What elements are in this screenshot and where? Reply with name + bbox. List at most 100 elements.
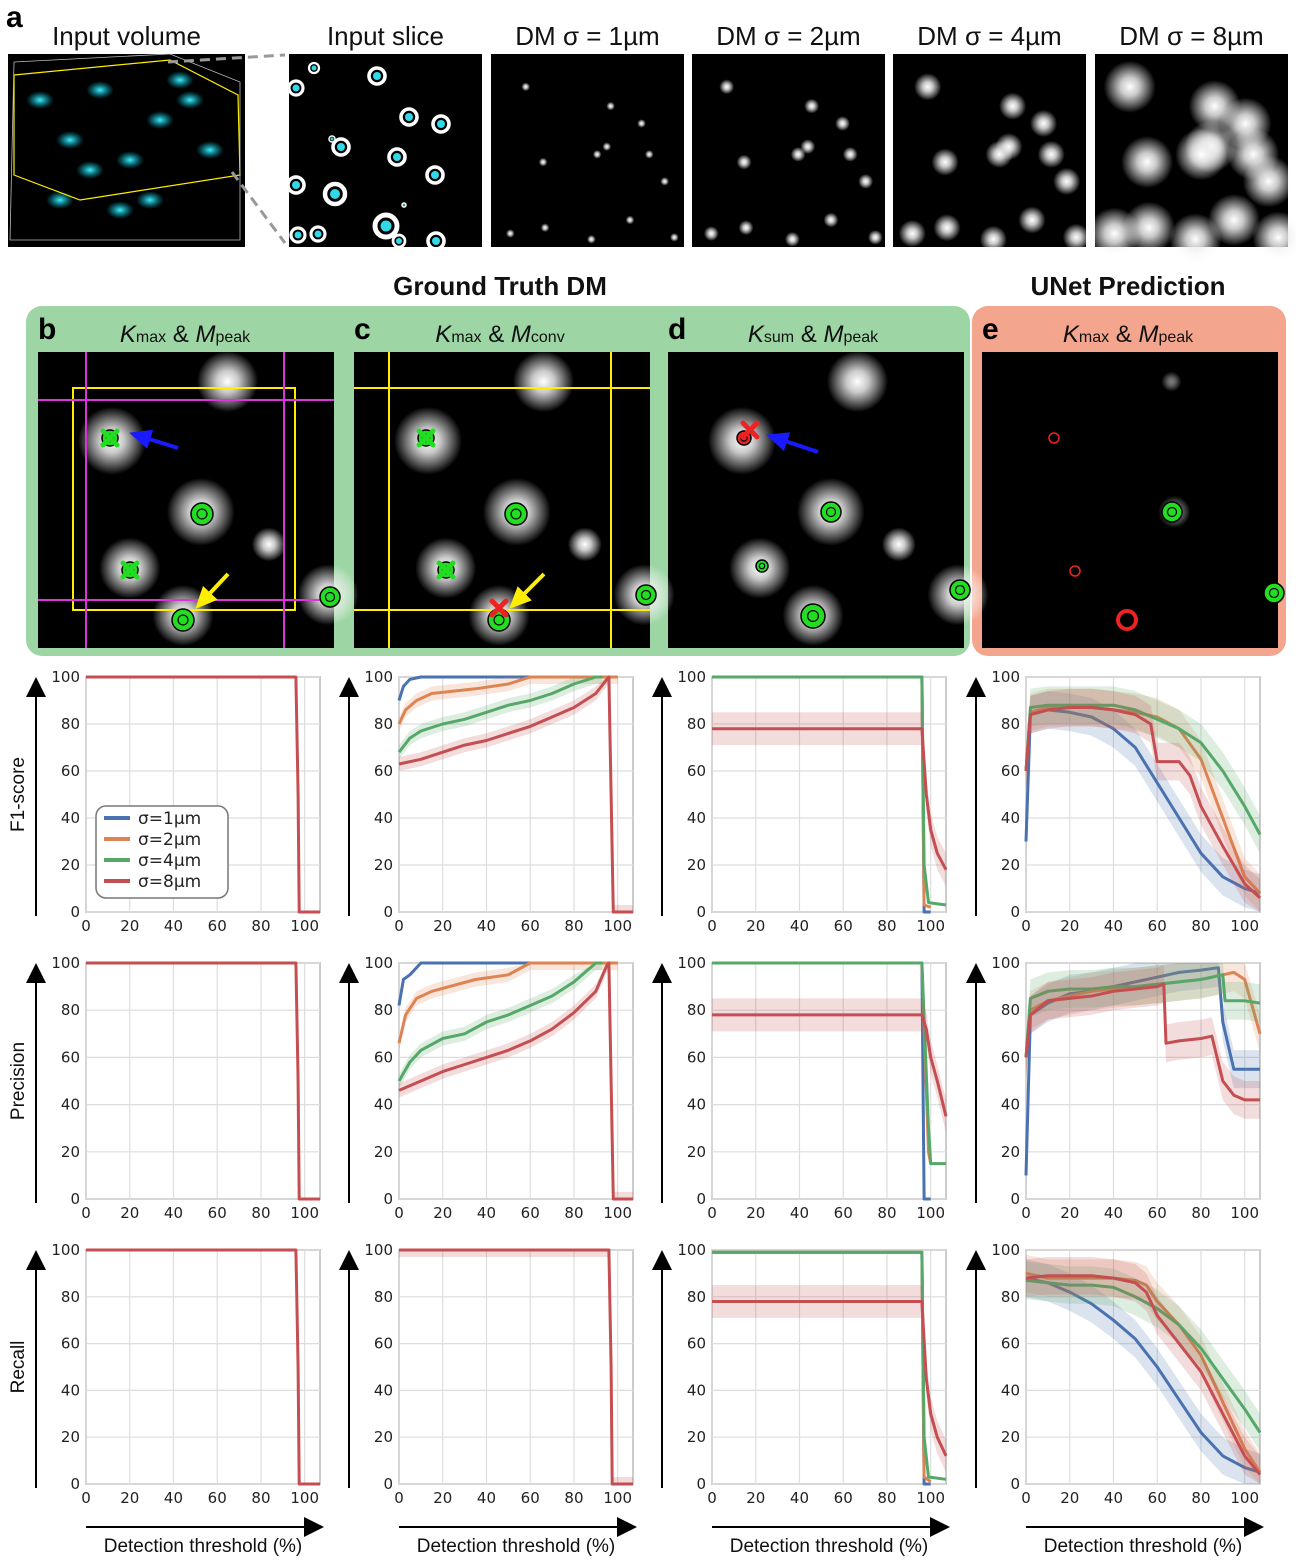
- panel-c-title: Kmax & Mconv: [435, 321, 564, 348]
- detection-marker-inner: [177, 614, 189, 626]
- slice-ring: [322, 181, 348, 207]
- dm-blob: [637, 119, 646, 128]
- y-tick-label: 20: [374, 856, 393, 874]
- input-slice-image: [289, 54, 482, 247]
- y-tick-label: 100: [991, 1241, 1020, 1259]
- x-tick-label: 0: [394, 917, 404, 935]
- dm-blob: [703, 226, 719, 241]
- x-tick-label: 80: [564, 1489, 583, 1507]
- cell-blob: [46, 191, 74, 209]
- y-tick-label: 0: [1010, 1475, 1020, 1493]
- y-tick-label: 40: [687, 1096, 706, 1114]
- x-tick-label: 40: [1104, 1489, 1123, 1507]
- dm-blob: [1242, 155, 1295, 208]
- dm-blob: [823, 212, 839, 228]
- dm-blob: [719, 79, 735, 95]
- dm-blob: [1121, 136, 1174, 189]
- y-tick-label: 100: [51, 1241, 80, 1259]
- series-line-c-σ=1µm: [397, 961, 618, 1006]
- y-tick-label: 40: [61, 1381, 80, 1399]
- series-band-e-σ=4µm: [1026, 963, 1260, 1077]
- x-tick-label: 0: [1021, 1204, 1031, 1222]
- legend-box: [95, 805, 229, 899]
- x-tick-label: 0: [394, 1204, 404, 1222]
- y-tick-label: 60: [61, 1048, 80, 1066]
- zoom-line: [167, 53, 286, 64]
- x-tick-label: 100: [603, 1204, 632, 1222]
- y-tick-label: 40: [61, 809, 80, 827]
- detection-marker-inner: [421, 433, 431, 443]
- y-tick-label: 80: [687, 715, 706, 733]
- dm-image-8: [1088, 54, 1296, 266]
- series-line-e-σ=8µm: [1025, 1274, 1262, 1476]
- panel-a-title-2: DM σ = 1µm: [515, 21, 659, 51]
- series-line-c-σ=2µm: [397, 675, 618, 725]
- y-tick-label: 0: [383, 1475, 393, 1493]
- y-tick-label: 0: [696, 1475, 706, 1493]
- series-band-e-σ=4µm: [1026, 686, 1260, 854]
- slice-ring: [431, 114, 451, 134]
- detection-marker: [504, 502, 528, 526]
- y-tick-label: 80: [61, 715, 80, 733]
- x-tick-label: 60: [834, 1489, 853, 1507]
- x-tick-label: 60: [208, 1204, 227, 1222]
- y-tick-label: 80: [687, 1001, 706, 1019]
- plot-area: [711, 962, 947, 1200]
- x-tick-label: 80: [1191, 917, 1210, 935]
- cell-blob: [196, 141, 224, 159]
- x-tick-label: 40: [790, 1489, 809, 1507]
- x-tick-label: 40: [790, 1204, 809, 1222]
- y-tick-label: 60: [687, 762, 706, 780]
- x-axis-arrows: Detection threshold (%) Detection thresho…: [86, 1517, 1264, 1557]
- series-line-d-σ=8µm: [712, 727, 948, 871]
- dm-blob: [1207, 193, 1260, 246]
- plot-area: [711, 1249, 947, 1485]
- x-tick-label: 80: [564, 917, 583, 935]
- detection-marker-inner: [1166, 506, 1178, 518]
- plot-area: [85, 962, 321, 1200]
- y-tick-label: 100: [677, 954, 706, 972]
- panel-a-title-1: Input slice: [327, 21, 444, 51]
- y-tick-label: 20: [61, 1428, 80, 1446]
- false-detection-mark: [120, 560, 140, 580]
- dm-blob: [606, 101, 615, 111]
- y-tick-label: 20: [61, 856, 80, 874]
- panel-a-title-4: DM σ = 4µm: [917, 21, 1061, 51]
- x-tick-label: 0: [707, 1489, 717, 1507]
- slice-ring: [399, 107, 419, 127]
- y-tick-label: 60: [61, 762, 80, 780]
- y-tick-label: 80: [374, 715, 393, 733]
- dm-blob: [670, 233, 679, 242]
- slice-cell: [314, 230, 322, 238]
- x-tick-label: 80: [877, 1489, 896, 1507]
- ground-truth-header: Ground Truth DM: [393, 271, 607, 301]
- detection-marker-inner: [493, 614, 505, 626]
- x-tick-label: 0: [1021, 917, 1031, 935]
- dm-image-1: [491, 54, 684, 247]
- zoom-line: [230, 171, 287, 244]
- y-axis-label: Recall: [8, 1341, 29, 1394]
- y-tick-label: 40: [374, 1096, 393, 1114]
- dm-blob: [506, 229, 515, 238]
- y-tick-label: 0: [70, 1475, 80, 1493]
- series-line-e-σ=4µm: [1024, 973, 1261, 1058]
- x-tick-label: 20: [433, 917, 452, 935]
- x-tick-label: 80: [877, 1204, 896, 1222]
- x-tick-label: 80: [251, 917, 270, 935]
- series-line-e-σ=2µm: [1024, 706, 1262, 895]
- x-tick-label: 20: [746, 1204, 765, 1222]
- blue-arrow-head: [766, 432, 791, 452]
- x-axis-label: Detection threshold (%): [730, 1536, 929, 1557]
- dm-peak: [1161, 371, 1182, 392]
- series-line-c-σ=8µm: [398, 961, 633, 1201]
- panel-c-letter: c: [354, 313, 371, 346]
- slice-cell: [403, 204, 405, 206]
- x-tick-label: 100: [1230, 917, 1259, 935]
- x-tick-label: 100: [290, 1489, 319, 1507]
- series-line-c-σ=1µm: [397, 675, 618, 701]
- y-tick-label: 80: [687, 1288, 706, 1306]
- x-tick-label: 40: [790, 917, 809, 935]
- x-tick-label: 20: [1060, 1204, 1079, 1222]
- detection-marker-inner: [105, 433, 115, 443]
